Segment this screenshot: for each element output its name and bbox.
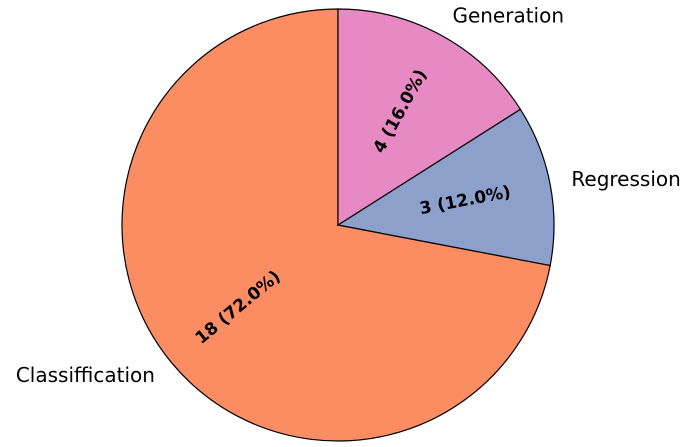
pie-slice — [337, 8, 522, 227]
pie-slice — [336, 108, 555, 267]
category-label: Classiffication — [16, 363, 155, 387]
category-label: Regression — [571, 167, 680, 191]
pie-slice — [121, 8, 551, 442]
category-label: Generation — [452, 3, 564, 27]
